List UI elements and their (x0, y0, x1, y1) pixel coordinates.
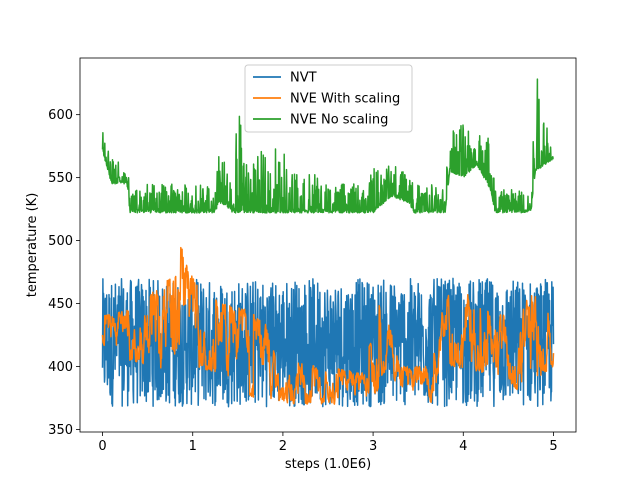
x-tick-label: 2 (279, 439, 287, 454)
series-line-2 (101, 246, 555, 405)
series-line-3 (101, 78, 554, 214)
x-tick-label: 4 (459, 439, 467, 454)
y-tick-label: 350 (48, 423, 73, 438)
y-tick-label: 450 (48, 297, 73, 312)
y-tick-label: 600 (48, 108, 73, 123)
legend-box (244, 64, 413, 133)
y-tick-label: 400 (48, 360, 73, 375)
x-tick-label: 3 (369, 439, 377, 454)
x-tick-label: 0 (98, 439, 106, 454)
x-axis-label: steps (1.0E6) (285, 457, 371, 472)
plot-area (101, 78, 555, 408)
axes-frame (79, 57, 577, 433)
legend-entry: NVE With scaling (290, 92, 400, 107)
y-tick-label: 550 (48, 171, 73, 186)
legend: NVT NVE With scaling NVE No scaling (244, 64, 413, 133)
legend-entry: NVE No scaling (290, 113, 388, 128)
y-axis-label: temperature (K) (25, 193, 40, 298)
axes: 0 1 2 3 4 5 350 400 450 500 550 600 steps (1.0E6) tem… (25, 57, 577, 472)
x-tick-label: 5 (549, 439, 557, 454)
x-tick-label: 1 (189, 439, 197, 454)
legend-entry: NVT (290, 71, 317, 86)
y-tick-label: 500 (48, 234, 73, 249)
